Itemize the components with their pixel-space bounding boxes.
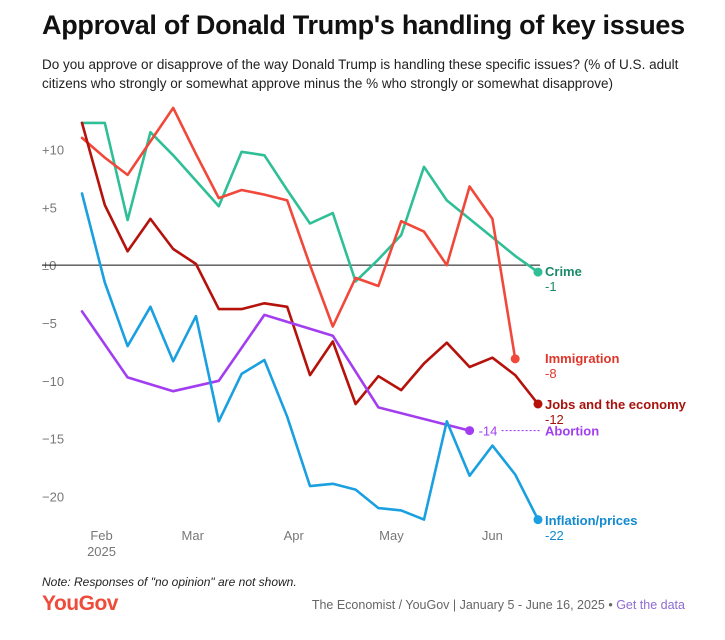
- series-end-value-crime: -1: [545, 279, 557, 294]
- x-tick-sublabel: 2025: [87, 544, 116, 559]
- series-end-value-immigration: -8: [545, 366, 557, 381]
- series-name-immigration: Immigration: [545, 351, 619, 366]
- x-tick-label: Mar: [182, 528, 205, 543]
- x-tick-label: Apr: [284, 528, 305, 543]
- series-line-inflation-prices: [80, 192, 540, 521]
- y-tick-label: −20: [42, 490, 64, 505]
- chart-note: Note: Responses of "no opinion" are not …: [42, 575, 297, 589]
- x-tick-label: May: [379, 528, 404, 543]
- series-end-value-inflation-prices: -22: [545, 528, 564, 543]
- series-line-immigration: [80, 106, 517, 361]
- series-end-marker-abortion: [465, 426, 475, 436]
- chart-title: Approval of Donald Trump's handling of k…: [42, 10, 685, 40]
- source-separator: •: [608, 598, 613, 612]
- series-end-marker-inflation-prices: [533, 515, 543, 525]
- source-line: The Economist / YouGov | January 5 - Jun…: [312, 598, 685, 612]
- series-line-crime: [80, 121, 540, 283]
- series-name-abortion: Abortion: [545, 424, 599, 439]
- get-data-link[interactable]: Get the data: [616, 598, 685, 612]
- x-tick-label: Feb: [90, 528, 112, 543]
- chart-subtitle: Do you approve or disapprove of the way …: [42, 57, 679, 91]
- y-tick-label: −10: [42, 374, 64, 389]
- series-end-marker-jobs-and-the-economy: [533, 399, 543, 409]
- series-end-marker-immigration: [510, 354, 520, 364]
- y-tick-label: −15: [42, 432, 64, 447]
- series-line-jobs-and-the-economy: [80, 121, 540, 406]
- source-text: The Economist / YouGov | January 5 - Jun…: [311, 598, 605, 612]
- x-tick-label: Jun: [482, 528, 503, 543]
- series-end-value-abortion: -14: [479, 424, 498, 439]
- series-end-value-jobs-and-the-economy: -12: [545, 412, 564, 427]
- series-end-marker-crime: [533, 267, 543, 277]
- y-tick-label: +5: [42, 200, 57, 215]
- series-name-jobs-and-the-economy: Jobs and the economy: [545, 397, 687, 412]
- series-name-inflation-prices: Inflation/prices: [545, 513, 637, 528]
- series-line-abortion: [80, 310, 471, 432]
- y-tick-label: −5: [42, 316, 57, 331]
- y-tick-label: +10: [42, 143, 64, 158]
- series-name-crime: Crime: [545, 264, 582, 279]
- yougov-logo: YouGov: [42, 592, 118, 615]
